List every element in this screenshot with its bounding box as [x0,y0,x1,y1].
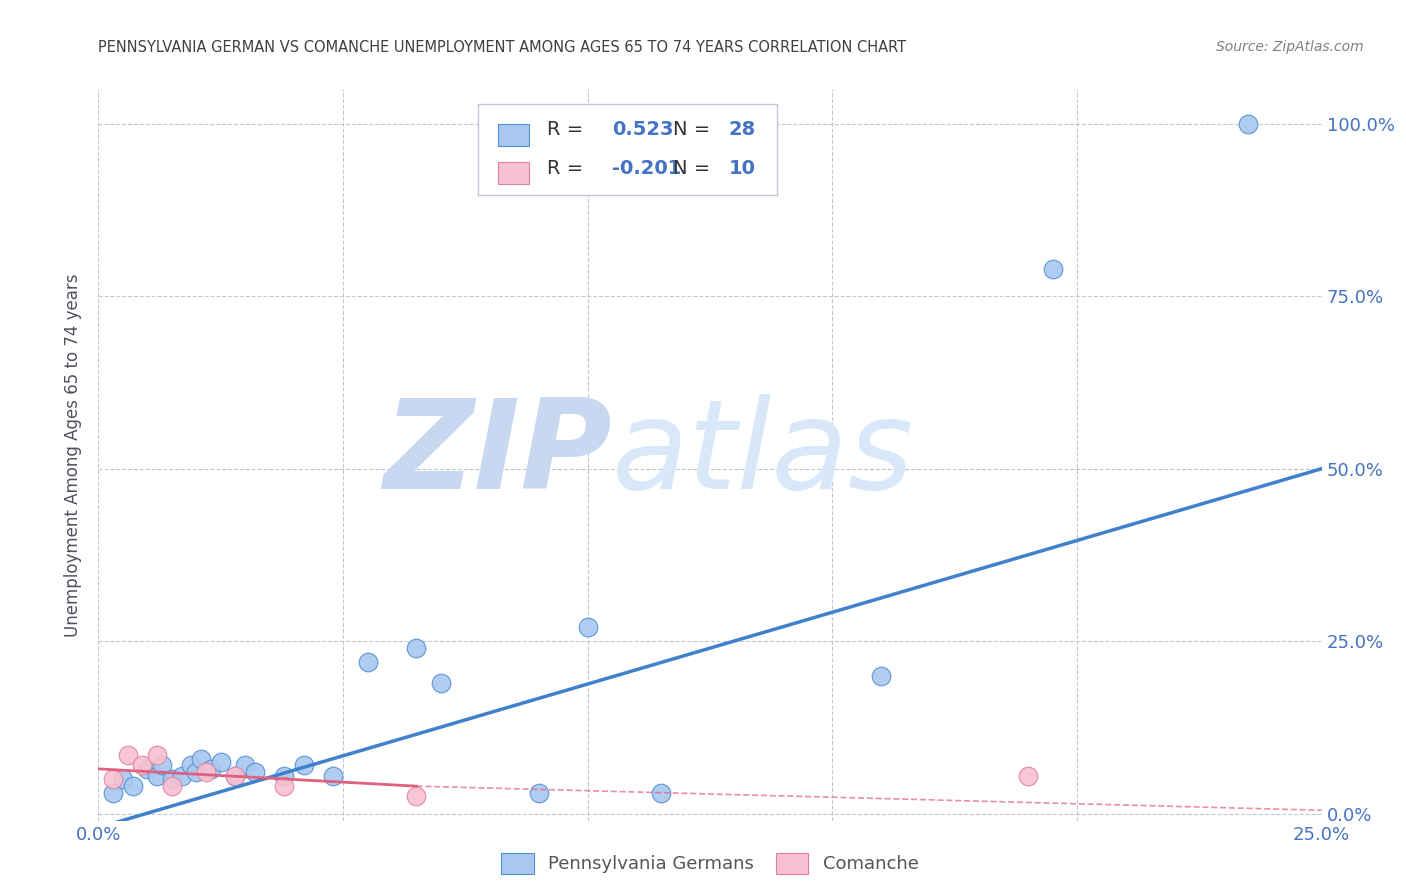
Point [1042,261,1064,276]
Point [150,758,173,772]
Point [243,765,266,780]
Text: R =: R = [547,159,591,178]
Point [101,786,124,800]
Point [117,748,139,763]
Point [870,669,893,683]
Text: N =: N = [673,120,717,139]
Point [190,751,212,765]
Text: atlas: atlas [612,394,914,516]
Point [160,779,183,793]
Text: -0.201: -0.201 [612,159,682,178]
Point [233,758,256,772]
Point [131,758,153,772]
Point [405,789,427,804]
Legend: Pennsylvania Germans, Comanche: Pennsylvania Germans, Comanche [494,846,927,881]
FancyBboxPatch shape [478,103,778,195]
Point [356,655,378,669]
Text: ZIP: ZIP [384,394,612,516]
Point [322,769,344,783]
Point [1017,769,1039,783]
Point [209,755,232,769]
Point [273,769,295,783]
Point [650,786,672,800]
Text: 28: 28 [728,120,755,139]
Text: R =: R = [547,120,591,139]
FancyBboxPatch shape [498,162,529,185]
Point [111,772,134,787]
Point [160,772,183,787]
Point [121,779,143,793]
Point [195,765,218,780]
Point [186,765,208,780]
Point [224,769,246,783]
Point [136,762,159,776]
Text: N =: N = [673,159,717,178]
Text: 0.523: 0.523 [612,120,673,139]
Y-axis label: Unemployment Among Ages 65 to 74 years: Unemployment Among Ages 65 to 74 years [65,273,83,637]
Point [405,641,427,656]
Point [292,758,315,772]
Point [200,762,222,776]
Point [146,769,169,783]
Point [1237,117,1260,131]
Point [170,769,193,783]
Text: 10: 10 [728,159,755,178]
Point [146,748,169,763]
Text: PENNSYLVANIA GERMAN VS COMANCHE UNEMPLOYMENT AMONG AGES 65 TO 74 YEARS CORRELATI: PENNSYLVANIA GERMAN VS COMANCHE UNEMPLOY… [98,40,907,55]
Text: Source: ZipAtlas.com: Source: ZipAtlas.com [1216,40,1364,54]
Point [430,675,453,690]
Point [576,620,599,634]
Point [224,769,246,783]
Point [527,786,550,800]
Point [101,772,124,787]
Point [273,779,295,793]
Point [180,758,202,772]
FancyBboxPatch shape [498,124,529,145]
